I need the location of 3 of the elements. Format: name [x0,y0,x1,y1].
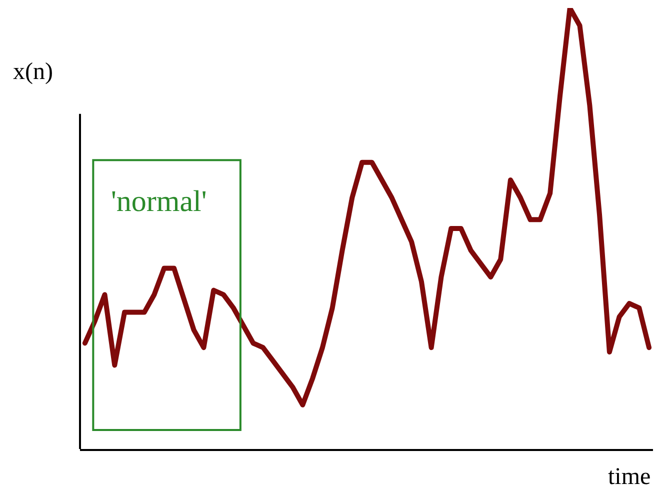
x-axis-title: time [608,464,651,490]
y-axis-title: x(n) [13,59,53,85]
annotation: 'normal' [111,185,207,218]
